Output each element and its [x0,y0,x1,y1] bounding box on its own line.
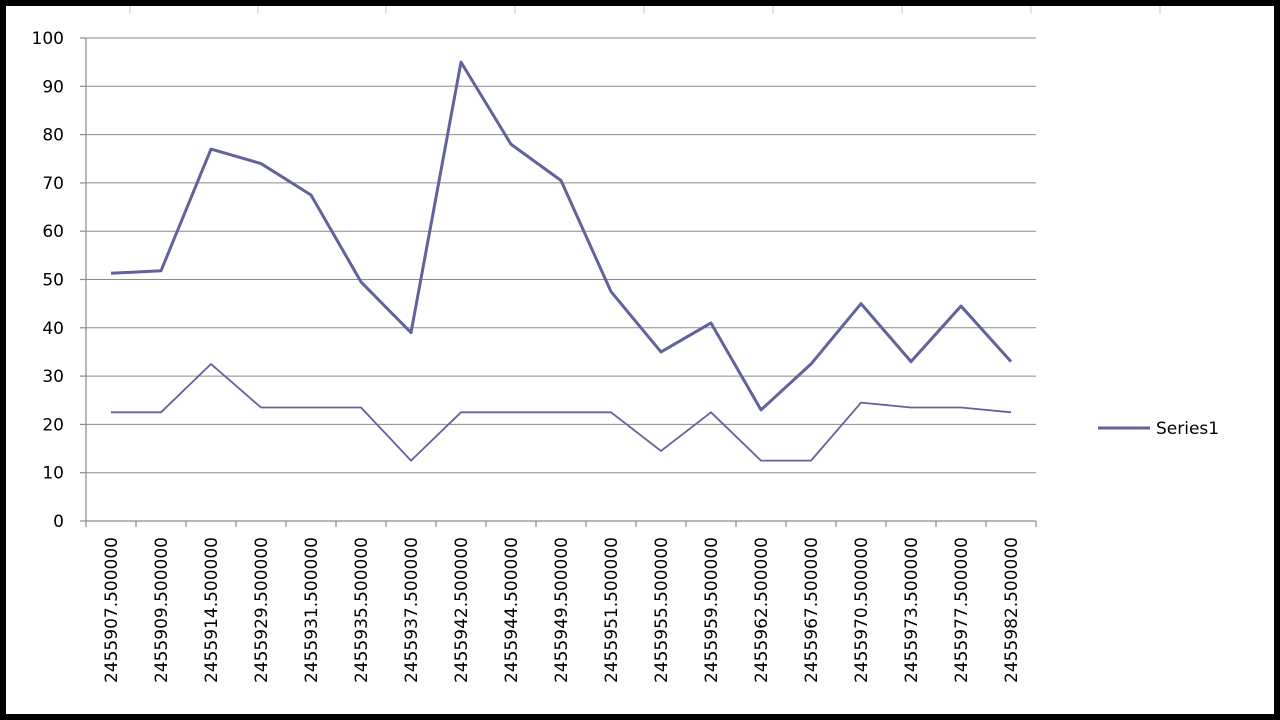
y-tick-label: 80 [42,126,64,146]
x-tick-label: 2455970.500000 [852,537,872,683]
x-tick-label: 2455909.500000 [152,537,172,683]
x-tick-label: 2455942.500000 [452,537,472,683]
x-tick-label: 2455955.500000 [652,537,672,683]
x-tick-label: 2455935.500000 [352,537,372,683]
chart-area [6,6,1274,714]
x-tick-label: 2455929.500000 [252,537,272,683]
y-tick-label: 30 [42,367,64,387]
y-tick-label: 70 [42,174,64,194]
x-tick-label: 2455907.500000 [102,537,122,683]
y-tick-label: 0 [53,512,64,532]
x-tick-label: 2455914.500000 [202,537,222,683]
x-tick-label: 2455962.500000 [752,537,772,683]
x-tick-label: 2455949.500000 [552,537,572,683]
y-tick-label: 40 [42,319,64,339]
x-tick-label: 2455967.500000 [802,537,822,683]
y-tick-label: 50 [42,271,64,291]
x-tick-label: 2455959.500000 [702,537,722,683]
y-tick-label: 20 [42,415,64,435]
series-line [110,60,1013,412]
x-tick-label: 2455982.500000 [1002,537,1022,683]
sheet-column-lines [129,6,1161,14]
x-tick-label: 2455951.500000 [602,537,622,683]
x-tick-label: 2455977.500000 [952,537,972,683]
y-tick-label: 100 [32,29,64,49]
x-tick-label: 2455944.500000 [502,537,522,683]
y-tick-label: 60 [42,222,64,242]
x-tick-label: 2455937.500000 [402,537,422,683]
x-tick-label: 2455973.500000 [902,537,922,683]
y-tick-label: 10 [42,464,64,484]
series-line [111,363,1012,462]
y-tick-label: 90 [42,77,64,97]
x-tick-label: 2455931.500000 [302,537,322,683]
legend-label: Series1 [1156,419,1219,439]
